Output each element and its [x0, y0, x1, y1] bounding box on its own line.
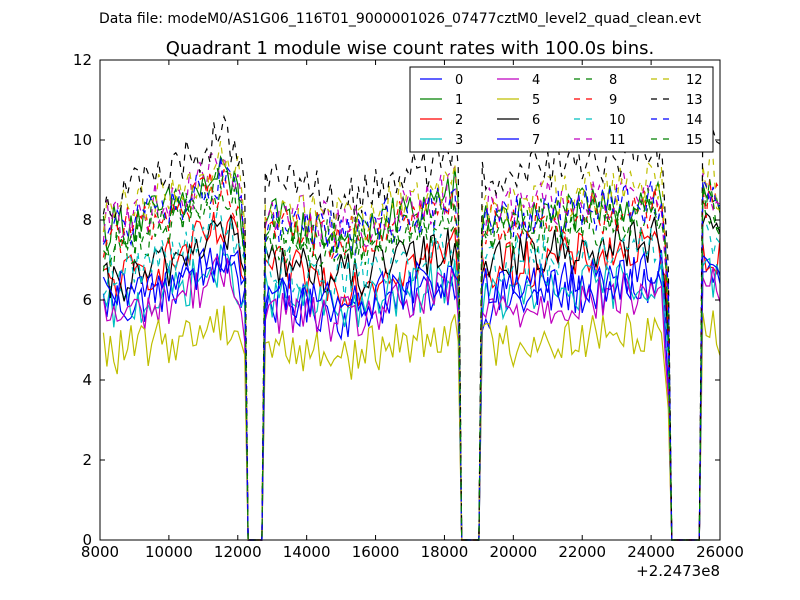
legend-label: 7 — [532, 133, 540, 148]
y-tick-label: 12 — [73, 51, 92, 69]
y-tick-label: 0 — [82, 531, 92, 549]
y-tick-label: 8 — [82, 211, 92, 229]
x-tick-label: 22000 — [558, 543, 606, 561]
legend-label: 8 — [609, 73, 617, 88]
legend-label: 5 — [532, 93, 540, 108]
y-tick-label: 6 — [82, 291, 92, 309]
legend-label: 4 — [532, 73, 540, 88]
x-tick-label: 16000 — [352, 543, 400, 561]
series-line-1 — [102, 155, 721, 541]
legend-label: 9 — [609, 93, 617, 108]
series-line-13 — [102, 114, 721, 541]
legend-label: 10 — [609, 113, 626, 128]
series-line-3 — [102, 244, 721, 541]
legend-label: 1 — [455, 93, 463, 108]
series-line-6 — [102, 212, 721, 541]
x-tick-label: 20000 — [489, 543, 537, 561]
series-line-12 — [102, 141, 721, 541]
series-line-11 — [102, 152, 721, 541]
series-line-15 — [102, 167, 721, 541]
x-tick-label: 24000 — [627, 543, 675, 561]
figure-suptitle: Data file: modeM0/AS1G06_116T01_90000010… — [99, 11, 701, 27]
legend-label: 3 — [455, 133, 463, 148]
legend-frame — [409, 66, 714, 153]
series-line-4 — [102, 254, 721, 541]
legend-label: 2 — [455, 113, 463, 128]
legend-label: 11 — [609, 133, 626, 148]
series-layer — [102, 114, 721, 541]
x-tick-label: 14000 — [283, 543, 331, 561]
legend-label: 6 — [532, 113, 540, 128]
x-tick-label: 10000 — [145, 543, 193, 561]
x-tick-label: 26000 — [696, 543, 744, 561]
y-tick-label: 2 — [82, 451, 92, 469]
y-tick-label: 10 — [73, 131, 92, 149]
x-tick-label: 12000 — [214, 543, 262, 561]
x-tick-label: 8000 — [81, 543, 119, 561]
legend-label: 14 — [686, 113, 703, 128]
series-line-9 — [102, 169, 721, 541]
x-offset-label: +2.2473e8 — [636, 562, 720, 580]
series-line-10 — [102, 211, 721, 541]
y-tick-label: 4 — [82, 371, 92, 389]
x-tick-label: 18000 — [421, 543, 469, 561]
legend-label: 12 — [686, 73, 703, 88]
chart-title: Quadrant 1 module wise count rates with … — [166, 38, 655, 59]
legend-label: 0 — [455, 73, 463, 88]
legend-label: 13 — [686, 93, 703, 108]
series-line-2 — [103, 212, 721, 541]
series-line-5 — [102, 305, 721, 541]
x-axis: 8000 10000 12000 14000 16000 18000 20000 22000 2… — [81, 60, 744, 561]
legend-label: 15 — [686, 133, 703, 148]
series-line-7 — [102, 241, 721, 541]
